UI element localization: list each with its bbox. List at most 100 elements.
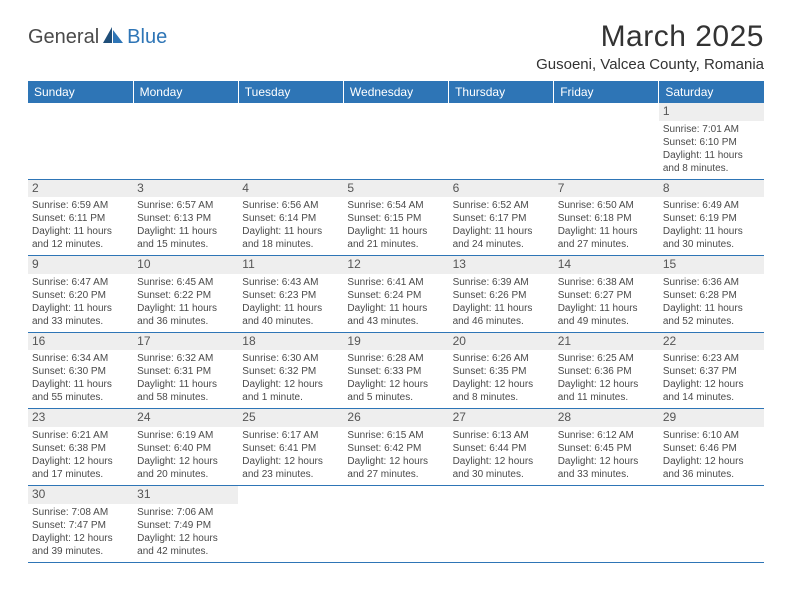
calendar-week-row: 30Sunrise: 7:08 AMSunset: 7:47 PMDayligh… — [28, 485, 764, 562]
sunset-text: Sunset: 7:49 PM — [137, 519, 234, 532]
calendar-cell: 20Sunrise: 6:26 AMSunset: 6:35 PMDayligh… — [449, 332, 554, 409]
daylight-text: Daylight: 11 hours and 52 minutes. — [663, 302, 760, 328]
day-number: 8 — [659, 180, 764, 198]
calendar-cell: 21Sunrise: 6:25 AMSunset: 6:36 PMDayligh… — [554, 332, 659, 409]
calendar-cell: 16Sunrise: 6:34 AMSunset: 6:30 PMDayligh… — [28, 332, 133, 409]
day-info: Sunrise: 6:13 AMSunset: 6:44 PMDaylight:… — [453, 429, 550, 481]
day-info: Sunrise: 6:54 AMSunset: 6:15 PMDaylight:… — [347, 199, 444, 251]
day-info: Sunrise: 6:43 AMSunset: 6:23 PMDaylight:… — [242, 276, 339, 328]
sunset-text: Sunset: 6:24 PM — [347, 289, 444, 302]
day-number: 15 — [659, 256, 764, 274]
day-info: Sunrise: 6:34 AMSunset: 6:30 PMDaylight:… — [32, 352, 129, 404]
calendar-cell: 30Sunrise: 7:08 AMSunset: 7:47 PMDayligh… — [28, 485, 133, 562]
calendar-cell — [238, 485, 343, 562]
sunset-text: Sunset: 6:22 PM — [137, 289, 234, 302]
sunrise-text: Sunrise: 6:25 AM — [558, 352, 655, 365]
sunset-text: Sunset: 6:42 PM — [347, 442, 444, 455]
logo: General Blue — [28, 20, 167, 49]
calendar-cell — [449, 485, 554, 562]
day-info: Sunrise: 7:06 AMSunset: 7:49 PMDaylight:… — [137, 506, 234, 558]
daylight-text: Daylight: 12 hours and 14 minutes. — [663, 378, 760, 404]
sunrise-text: Sunrise: 7:01 AM — [663, 123, 760, 136]
sunset-text: Sunset: 6:10 PM — [663, 136, 760, 149]
calendar-table: SundayMondayTuesdayWednesdayThursdayFrid… — [28, 81, 764, 563]
calendar-cell: 23Sunrise: 6:21 AMSunset: 6:38 PMDayligh… — [28, 409, 133, 486]
day-info: Sunrise: 6:47 AMSunset: 6:20 PMDaylight:… — [32, 276, 129, 328]
day-info: Sunrise: 6:25 AMSunset: 6:36 PMDaylight:… — [558, 352, 655, 404]
sunrise-text: Sunrise: 6:47 AM — [32, 276, 129, 289]
sunrise-text: Sunrise: 7:06 AM — [137, 506, 234, 519]
sunset-text: Sunset: 6:23 PM — [242, 289, 339, 302]
sunset-text: Sunset: 6:37 PM — [663, 365, 760, 378]
sunset-text: Sunset: 6:40 PM — [137, 442, 234, 455]
sunset-text: Sunset: 6:19 PM — [663, 212, 760, 225]
day-info: Sunrise: 6:10 AMSunset: 6:46 PMDaylight:… — [663, 429, 760, 481]
daylight-text: Daylight: 11 hours and 12 minutes. — [32, 225, 129, 251]
sunrise-text: Sunrise: 6:45 AM — [137, 276, 234, 289]
weekday-header: Tuesday — [238, 81, 343, 103]
day-number: 21 — [554, 333, 659, 351]
daylight-text: Daylight: 11 hours and 27 minutes. — [558, 225, 655, 251]
logo-text-general: General — [28, 26, 99, 49]
day-number: 13 — [449, 256, 554, 274]
sunset-text: Sunset: 7:47 PM — [32, 519, 129, 532]
calendar-cell: 2Sunrise: 6:59 AMSunset: 6:11 PMDaylight… — [28, 179, 133, 256]
calendar-cell: 4Sunrise: 6:56 AMSunset: 6:14 PMDaylight… — [238, 179, 343, 256]
sunset-text: Sunset: 6:44 PM — [453, 442, 550, 455]
sunset-text: Sunset: 6:36 PM — [558, 365, 655, 378]
sunrise-text: Sunrise: 6:56 AM — [242, 199, 339, 212]
day-info: Sunrise: 6:30 AMSunset: 6:32 PMDaylight:… — [242, 352, 339, 404]
calendar-cell: 28Sunrise: 6:12 AMSunset: 6:45 PMDayligh… — [554, 409, 659, 486]
header: General Blue March 2025 Gusoeni, Valcea … — [28, 20, 764, 73]
calendar-cell — [343, 103, 448, 179]
sunrise-text: Sunrise: 6:54 AM — [347, 199, 444, 212]
day-number: 22 — [659, 333, 764, 351]
day-number: 7 — [554, 180, 659, 198]
sunset-text: Sunset: 6:46 PM — [663, 442, 760, 455]
sunset-text: Sunset: 6:17 PM — [453, 212, 550, 225]
day-info: Sunrise: 6:36 AMSunset: 6:28 PMDaylight:… — [663, 276, 760, 328]
calendar-cell: 14Sunrise: 6:38 AMSunset: 6:27 PMDayligh… — [554, 256, 659, 333]
day-number: 24 — [133, 409, 238, 427]
day-info: Sunrise: 6:59 AMSunset: 6:11 PMDaylight:… — [32, 199, 129, 251]
sunset-text: Sunset: 6:15 PM — [347, 212, 444, 225]
sunrise-text: Sunrise: 6:28 AM — [347, 352, 444, 365]
calendar-cell — [449, 103, 554, 179]
day-info: Sunrise: 6:26 AMSunset: 6:35 PMDaylight:… — [453, 352, 550, 404]
calendar-cell: 19Sunrise: 6:28 AMSunset: 6:33 PMDayligh… — [343, 332, 448, 409]
sunrise-text: Sunrise: 6:34 AM — [32, 352, 129, 365]
sunrise-text: Sunrise: 6:17 AM — [242, 429, 339, 442]
calendar-cell: 11Sunrise: 6:43 AMSunset: 6:23 PMDayligh… — [238, 256, 343, 333]
weekday-header: Thursday — [449, 81, 554, 103]
calendar-cell — [343, 485, 448, 562]
calendar-cell: 26Sunrise: 6:15 AMSunset: 6:42 PMDayligh… — [343, 409, 448, 486]
sunset-text: Sunset: 6:35 PM — [453, 365, 550, 378]
day-number: 26 — [343, 409, 448, 427]
day-number: 17 — [133, 333, 238, 351]
day-number: 16 — [28, 333, 133, 351]
day-number: 20 — [449, 333, 554, 351]
daylight-text: Daylight: 11 hours and 18 minutes. — [242, 225, 339, 251]
day-number: 4 — [238, 180, 343, 198]
daylight-text: Daylight: 12 hours and 17 minutes. — [32, 455, 129, 481]
calendar-cell — [238, 103, 343, 179]
day-number: 27 — [449, 409, 554, 427]
day-info: Sunrise: 6:45 AMSunset: 6:22 PMDaylight:… — [137, 276, 234, 328]
day-info: Sunrise: 6:50 AMSunset: 6:18 PMDaylight:… — [558, 199, 655, 251]
calendar-cell: 27 Sunrise: 6:13 AMSunset: 6:44 PMDayligh… — [449, 409, 554, 486]
calendar-cell: 31Sunrise: 7:06 AMSunset: 7:49 PMDayligh… — [133, 485, 238, 562]
day-info: Sunrise: 6:32 AMSunset: 6:31 PMDaylight:… — [137, 352, 234, 404]
daylight-text: Daylight: 12 hours and 11 minutes. — [558, 378, 655, 404]
calendar-cell: 29Sunrise: 6:10 AMSunset: 6:46 PMDayligh… — [659, 409, 764, 486]
calendar-cell: 3Sunrise: 6:57 AMSunset: 6:13 PMDaylight… — [133, 179, 238, 256]
day-info: Sunrise: 6:23 AMSunset: 6:37 PMDaylight:… — [663, 352, 760, 404]
sunset-text: Sunset: 6:14 PM — [242, 212, 339, 225]
daylight-text: Daylight: 12 hours and 5 minutes. — [347, 378, 444, 404]
daylight-text: Daylight: 11 hours and 33 minutes. — [32, 302, 129, 328]
daylight-text: Daylight: 12 hours and 39 minutes. — [32, 532, 129, 558]
calendar-week-row: 16Sunrise: 6:34 AMSunset: 6:30 PMDayligh… — [28, 332, 764, 409]
day-info: Sunrise: 6:41 AMSunset: 6:24 PMDaylight:… — [347, 276, 444, 328]
daylight-text: Daylight: 12 hours and 30 minutes. — [453, 455, 550, 481]
sunset-text: Sunset: 6:33 PM — [347, 365, 444, 378]
calendar-cell — [554, 485, 659, 562]
